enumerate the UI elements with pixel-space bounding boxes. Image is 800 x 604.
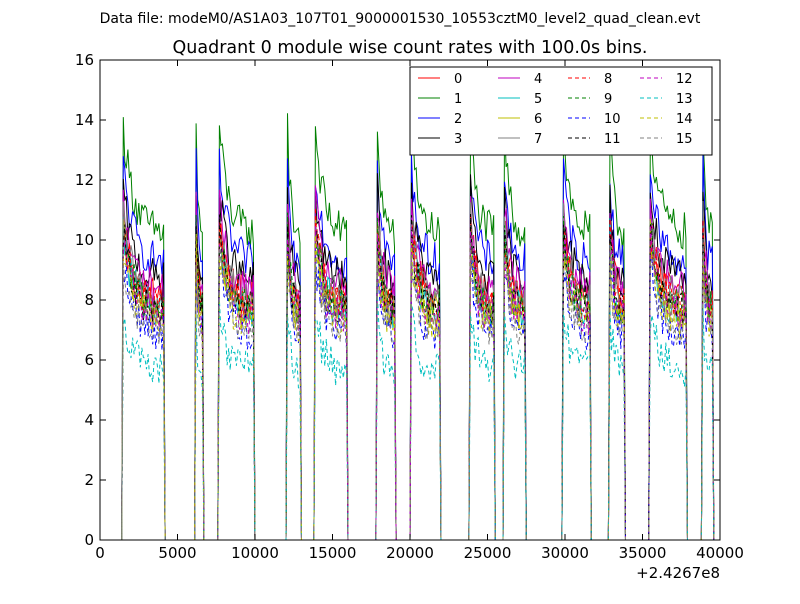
legend-box <box>409 66 713 156</box>
x-tick-label: 40000 <box>696 544 744 562</box>
y-tick-label: 6 <box>84 351 94 369</box>
y-tick-label: 14 <box>75 111 94 129</box>
x-tick-label: 20000 <box>386 544 434 562</box>
legend-label: 6 <box>534 112 542 127</box>
plot-lines <box>100 110 715 541</box>
legend-label: 8 <box>604 72 612 87</box>
y-tick-label: 16 <box>75 51 94 69</box>
legend-label: 13 <box>676 92 693 107</box>
y-tick-label: 10 <box>75 231 94 249</box>
legend-label: 9 <box>604 92 612 107</box>
legend-label: 11 <box>604 132 621 147</box>
y-tick-label: 2 <box>84 471 94 489</box>
y-tick-label: 0 <box>84 531 94 549</box>
chart-title: Quadrant 0 module wise count rates with … <box>173 38 648 58</box>
series-line-3 <box>100 173 715 541</box>
series-line-6 <box>100 218 715 541</box>
legend-label: 2 <box>454 112 462 127</box>
legend-label: 14 <box>676 112 693 127</box>
x-tick-label: 15000 <box>309 544 357 562</box>
legend-label: 5 <box>534 92 542 107</box>
x-offset-label: +2.4267e8 <box>636 564 720 582</box>
legend-label: 0 <box>454 72 462 87</box>
x-tick-label: 0 <box>95 544 105 562</box>
y-tick-label: 12 <box>75 171 94 189</box>
series-line-11 <box>100 213 715 541</box>
x-tick-label: 5000 <box>158 544 196 562</box>
y-tick-label: 4 <box>84 411 94 429</box>
series-line-2 <box>100 148 715 541</box>
legend-label: 12 <box>676 72 693 87</box>
legend-label: 15 <box>676 132 693 147</box>
legend-label: 10 <box>604 112 621 127</box>
legend-label: 1 <box>454 92 462 107</box>
legend-label: 3 <box>454 132 462 147</box>
x-axis: 0 5000 10000 15000 20000 25000 30000 35000 40000 <box>95 60 744 562</box>
legend-label: 4 <box>534 72 542 87</box>
x-tick-label: 35000 <box>619 544 667 562</box>
series-line-5 <box>100 216 715 541</box>
x-tick-label: 30000 <box>541 544 589 562</box>
data-file-caption: Data file: modeM0/AS1A03_107T01_90000015… <box>100 11 701 27</box>
x-tick-label: 25000 <box>464 544 512 562</box>
x-tick-label: 10000 <box>231 544 279 562</box>
y-tick-label: 8 <box>84 291 94 309</box>
legend-label: 7 <box>534 132 542 147</box>
series-line-9 <box>100 212 715 541</box>
